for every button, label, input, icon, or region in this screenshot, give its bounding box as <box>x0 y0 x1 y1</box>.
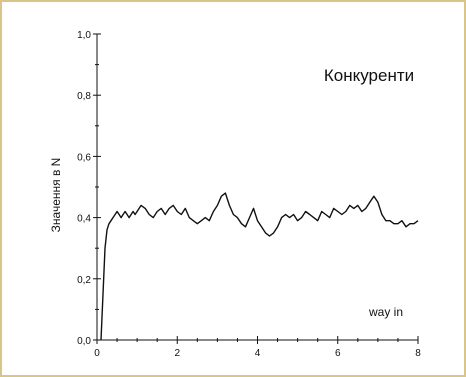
y-tick-label: 0,6 <box>77 152 91 163</box>
series-line <box>100 192 419 341</box>
y-tick-label: 0,4 <box>77 214 91 225</box>
chart-title: Конкуренти <box>324 66 414 85</box>
y-tick-label: 0,8 <box>77 91 91 102</box>
y-tick-label: 1,0 <box>77 30 91 41</box>
y-tick-label: 0,2 <box>77 275 91 286</box>
x-tick-label: 4 <box>255 348 261 359</box>
y-tick-label: 0,0 <box>77 336 91 347</box>
tick-marks <box>93 33 419 344</box>
x-tick-label: 8 <box>415 348 421 359</box>
tick-labels: 0,0 0,2 0,4 0,6 0,8 1,0 0 2 4 6 8 <box>77 30 421 359</box>
x-axis-label: way in <box>368 305 403 319</box>
x-tick-label: 6 <box>335 348 341 359</box>
x-tick-label: 0 <box>94 348 100 359</box>
x-tick-label: 2 <box>174 348 180 359</box>
y-axis-label: Значення в N <box>49 158 63 233</box>
